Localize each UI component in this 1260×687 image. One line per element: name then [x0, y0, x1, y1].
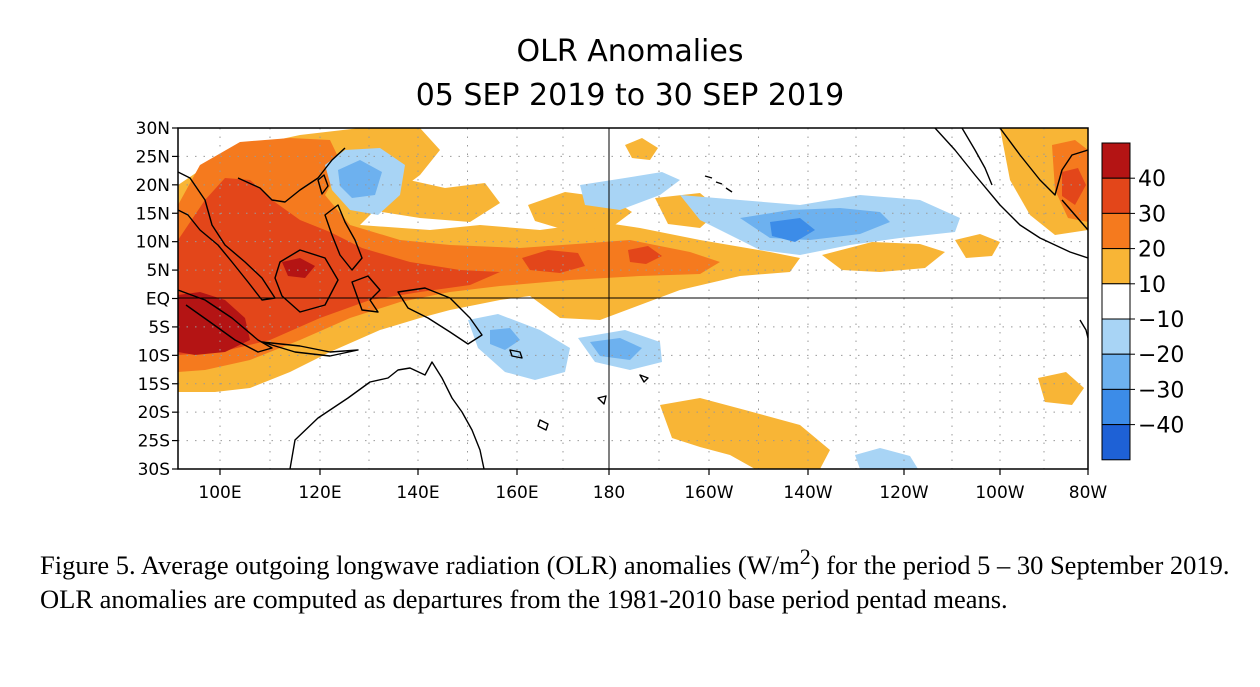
coastline [509, 349, 523, 359]
colorbar-swatch [1101, 283, 1131, 320]
colorbar-swatch [1101, 353, 1131, 390]
positive-anomaly-region [178, 178, 500, 355]
positive-anomaly-region [178, 292, 250, 355]
colorbar-swatch [1101, 142, 1131, 179]
coastline [261, 341, 359, 357]
coastlines [178, 128, 1088, 469]
lat-tick-label: 10S [138, 346, 170, 366]
lat-tick-label: 15N [136, 204, 170, 224]
coastline [1061, 199, 1088, 231]
colorbar-swatch [1101, 388, 1131, 426]
coastline [725, 187, 733, 193]
lat-tick-label: 30S [138, 460, 170, 480]
lat-tick-label: 25S [138, 432, 170, 452]
coastline [961, 128, 993, 186]
lon-tick-label: 120W [879, 483, 928, 503]
coastline [324, 204, 363, 271]
anomaly-fields [178, 128, 1088, 469]
negative-anomaly-region [855, 448, 918, 469]
lat-tick-label: 25N [136, 147, 170, 167]
negative-anomaly-region [490, 328, 520, 350]
colorbar-label: 40 [1138, 167, 1166, 192]
coastline [351, 275, 381, 313]
lon-tick-label: 160E [495, 483, 538, 503]
lat-tick-label: 15S [138, 375, 170, 395]
coastline [178, 289, 273, 353]
colorbar-swatch [1101, 177, 1131, 214]
lon-tick-label: 80W [1069, 483, 1108, 503]
coastline [537, 419, 549, 431]
lon-tick-label: 160W [684, 483, 733, 503]
coastline [999, 128, 1088, 196]
positive-anomaly-region [628, 246, 662, 264]
lat-tick-label: 20N [136, 176, 170, 196]
positive-anomaly-region [522, 250, 585, 273]
positive-anomaly-region [955, 234, 1000, 258]
colorbar-label: −20 [1138, 343, 1184, 368]
colorbar-label: −40 [1138, 414, 1184, 439]
colorbar-swatch [1101, 212, 1131, 250]
lon-tick-label: 100E [198, 483, 241, 503]
map-axes: 30N 25N 20N 15N 10N 5N EQ 5S 10S 15S 20S 25S 30S 100E… [136, 119, 1108, 503]
colorbar-label: −10 [1138, 308, 1184, 333]
colorbar-swatch [1101, 318, 1131, 355]
negative-anomaly-region [338, 160, 382, 198]
lat-tick-label: EQ [146, 290, 170, 310]
positive-anomaly-region [625, 138, 658, 160]
colorbar-label: −30 [1138, 378, 1184, 403]
coastline [289, 361, 485, 469]
olr-anomaly-map: 30N 25N 20N 15N 10N 5N EQ 5S 10S 15S 20S 25S 30S 100E… [136, 119, 1185, 503]
lat-tick-label: 20S [138, 403, 170, 423]
figure-caption: Figure 5. Average outgoing longwave radi… [40, 540, 1230, 616]
lon-tick-label: 140E [396, 483, 439, 503]
caption-text-2: ) for the period 5 – 30 September 2019. … [40, 549, 1230, 614]
lon-tick-label: 120E [298, 483, 341, 503]
colorbar-label: 20 [1138, 238, 1166, 263]
colorbar-label: 30 [1138, 202, 1166, 227]
negative-anomaly-region [580, 172, 680, 210]
colorbar-swatch [1101, 248, 1131, 285]
positive-anomaly-region [1038, 372, 1084, 405]
coastline [274, 249, 339, 313]
negative-anomaly-region [590, 338, 642, 360]
coastline [715, 181, 723, 185]
coastline [397, 287, 483, 345]
figure-date-range: 05 SEP 2019 to 30 SEP 2019 [415, 78, 845, 113]
coastline [597, 395, 607, 405]
lon-tick-label: 100W [975, 483, 1024, 503]
positive-anomaly-region [660, 398, 830, 469]
colorbar: 40 30 20 10 −10 −20 −30 −40 [1101, 142, 1184, 461]
figure-title: OLR Anomalies [516, 34, 744, 69]
caption-superscript: 2 [799, 544, 811, 569]
lat-tick-label: 10N [136, 233, 170, 253]
positive-anomaly-region [1062, 168, 1086, 205]
positive-anomaly-region [282, 258, 315, 278]
positive-anomaly-region [822, 242, 945, 272]
lon-tick-label: 140W [783, 483, 832, 503]
caption-text-1: Figure 5. Average outgoing longwave radi… [40, 549, 800, 580]
negative-anomaly-region [770, 218, 815, 242]
coastline [934, 128, 1088, 259]
coastline [237, 147, 346, 203]
coastline [704, 175, 713, 179]
colorbar-swatch [1101, 424, 1131, 461]
coastline [317, 174, 329, 195]
lat-tick-label: 5S [148, 318, 170, 338]
lat-tick-label: 5N [146, 261, 170, 281]
lon-tick-label: 180 [593, 483, 625, 503]
colorbar-label: 10 [1138, 273, 1166, 298]
coastline [639, 374, 649, 383]
lat-tick-label: 30N [136, 119, 170, 139]
